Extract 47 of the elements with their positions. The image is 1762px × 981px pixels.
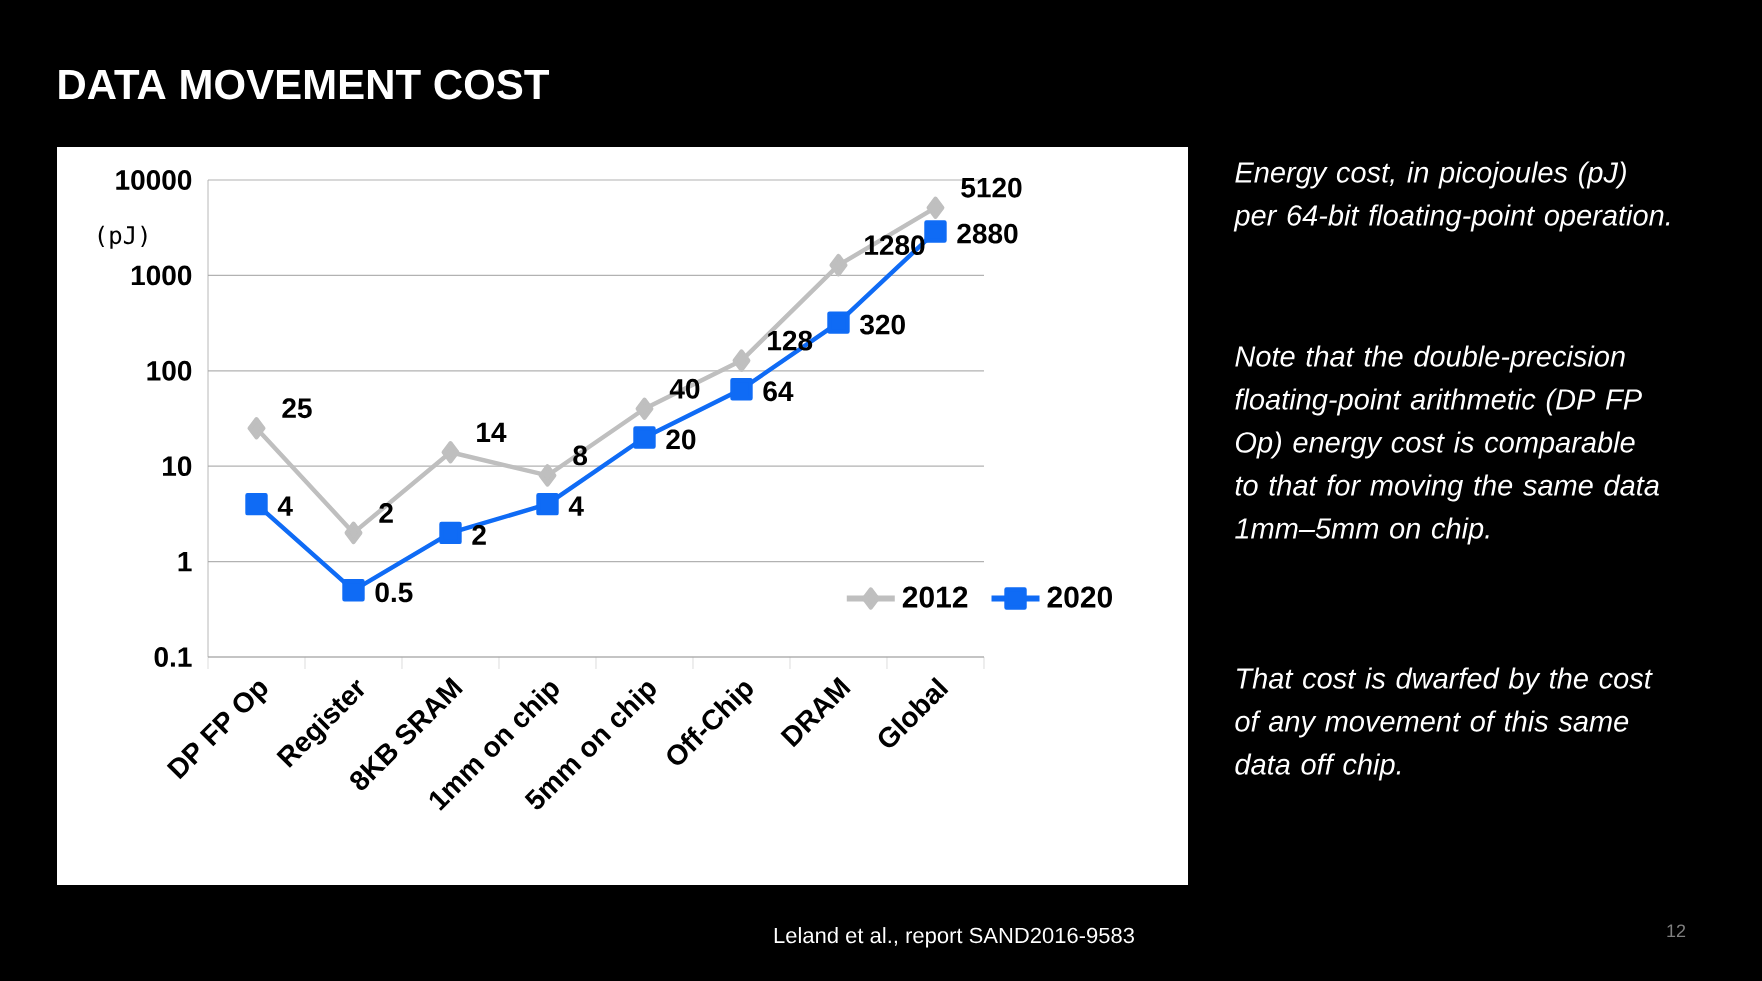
point xyxy=(344,521,363,545)
data-label: 128 xyxy=(768,330,813,351)
legend-label: 2012 xyxy=(902,586,968,608)
data-label: 25 xyxy=(282,398,312,419)
y-tick-label: 0.1 xyxy=(154,647,192,667)
y-tick-label: 1 xyxy=(178,551,192,572)
data-label: 20 xyxy=(666,429,696,450)
y-tick-label: 10000 xyxy=(116,170,192,190)
y-tick-label: 1000 xyxy=(131,265,192,286)
legend-label: 2020 xyxy=(1047,586,1112,608)
y-tick-label: 10 xyxy=(163,456,192,477)
point xyxy=(538,464,557,487)
point xyxy=(635,397,654,420)
point xyxy=(439,521,462,545)
data-label: 40 xyxy=(669,378,700,399)
data-label: 5120 xyxy=(961,177,1022,198)
point xyxy=(827,311,850,334)
x-tick-label: DP FP Op xyxy=(166,681,268,780)
data-label: 64 xyxy=(763,381,794,402)
data-label: 2880 xyxy=(957,223,1018,244)
point xyxy=(829,253,848,277)
text: 12 xyxy=(1667,924,1686,937)
point xyxy=(732,349,751,372)
point xyxy=(441,441,460,464)
data-label: 8 xyxy=(573,445,588,466)
data-label: 2 xyxy=(472,525,486,545)
data-label: 4 xyxy=(277,496,293,516)
data-label: 14 xyxy=(477,422,507,442)
data-label: 0.5 xyxy=(375,582,413,603)
point xyxy=(342,579,365,602)
text: That cost is dwarfed by the cost of any movement of this same data off chip. xyxy=(1235,667,1653,781)
data-label: 2 xyxy=(379,503,393,523)
point xyxy=(926,196,945,219)
point xyxy=(245,492,268,516)
point xyxy=(536,492,559,516)
data-label: 4 xyxy=(568,496,584,516)
point xyxy=(247,417,266,440)
point xyxy=(730,378,753,401)
text: Leland et al., report SAND2016-9583 xyxy=(774,927,1134,948)
point xyxy=(633,426,656,449)
text: Note that the double-precision floating-point arithmetic (DP FP Op) energy cost is comparable to that for moving the same data 1mm–5mm on chip. xyxy=(1235,345,1659,545)
text: Energy cost, in picojoules (pJ) per 64-bit floating-point operation. xyxy=(1233,161,1670,232)
point xyxy=(924,220,947,243)
data-label: 320 xyxy=(859,314,905,335)
chart-title: DATA MOVEMENT COST xyxy=(59,69,550,100)
y-axis-title: (pJ) xyxy=(98,225,147,249)
y-tick-label: 100 xyxy=(147,360,192,381)
